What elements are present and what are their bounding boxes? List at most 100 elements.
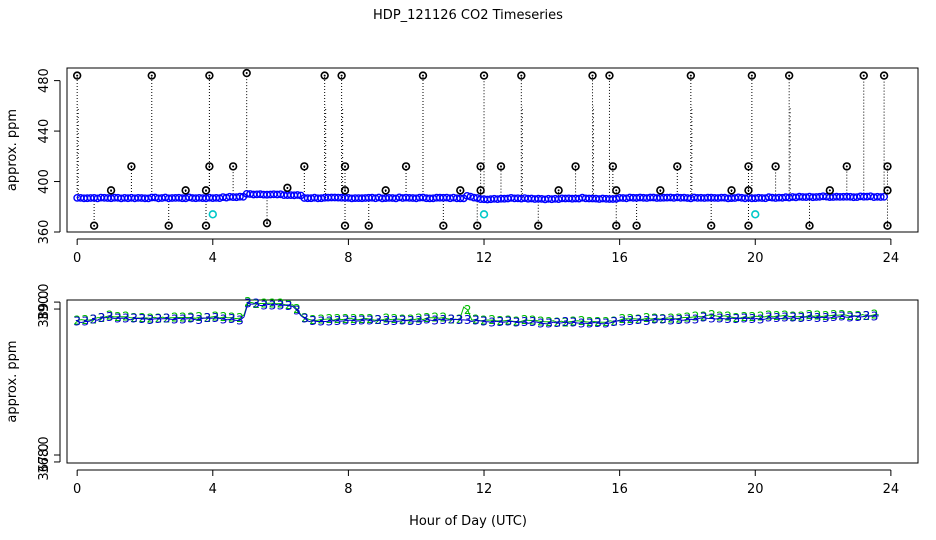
series-2-marker: 2 — [472, 312, 480, 326]
series-2-marker: 2 — [122, 310, 130, 324]
series-3-marker: 3 — [651, 313, 659, 327]
outlier-point-center — [340, 74, 343, 77]
outlier-point — [554, 186, 563, 195]
series-2-marker: 2 — [334, 312, 342, 326]
outlier-point — [164, 221, 173, 230]
outlier-point-center — [828, 189, 831, 192]
series-2-marker: 2 — [806, 308, 814, 322]
series-3-marker: 3 — [635, 313, 643, 327]
outlier-point — [364, 221, 373, 230]
series-3-marker: 3 — [537, 316, 545, 330]
outlier-point — [784, 71, 794, 80]
series-3-marker: 3 — [700, 311, 708, 325]
outlier-point-center — [205, 189, 208, 192]
outlier-point — [340, 162, 350, 171]
series-3-marker: 3 — [334, 314, 342, 328]
series-2-marker: 2 — [684, 311, 692, 325]
series-2-marker: 2 — [236, 311, 244, 325]
bottom-x-tick-label: 16 — [611, 482, 628, 497]
series-3-marker: 3 — [505, 315, 513, 329]
chart-title: HDP_121126 CO2 Timeseries — [373, 8, 563, 23]
series-2-marker: 2 — [407, 312, 415, 326]
series-2-marker: 2 — [635, 312, 643, 326]
series-3-marker: 3 — [269, 298, 277, 312]
outlier-point — [883, 162, 892, 171]
outlier-point-center — [205, 224, 208, 227]
outlier-point-center — [344, 165, 347, 168]
bottom-x-tick-label: 8 — [344, 482, 352, 497]
series-3-marker: 3 — [675, 313, 683, 327]
series-2-marker: 2 — [114, 310, 122, 324]
series-2-marker: 2 — [700, 310, 708, 324]
outlier-point-center — [479, 165, 482, 168]
outlier-point-center — [615, 224, 618, 227]
series-3-marker: 3 — [822, 311, 830, 325]
series-3-marker: 3 — [863, 309, 871, 323]
baseline-point — [235, 192, 244, 201]
series-3-marker: 3 — [81, 315, 89, 329]
baseline-point — [456, 194, 465, 203]
top-x-tick-label: 0 — [73, 251, 81, 266]
series-2-marker: 2 — [749, 310, 757, 324]
series-2-marker: 2 — [326, 312, 334, 326]
series-3-marker: 3 — [130, 312, 138, 326]
outlier-point-center — [808, 224, 811, 227]
series-3-marker: 3 — [277, 298, 285, 312]
outlier-point — [571, 162, 580, 171]
outlier-point — [706, 221, 716, 230]
outlier-point — [632, 221, 641, 230]
outlier-point-center — [384, 189, 387, 192]
outlier-point-center — [167, 224, 170, 227]
series-2-marker: 2 — [578, 314, 586, 328]
series-3-marker: 3 — [326, 314, 334, 328]
series-3-marker: 3 — [383, 314, 391, 328]
series-3-marker: 3 — [358, 314, 366, 328]
series-3-marker: 3 — [155, 312, 163, 326]
series-2-marker: 2 — [301, 311, 309, 325]
outlier-point-center — [344, 189, 347, 192]
series-2-marker: 2 — [741, 310, 749, 324]
series-3-marker: 3 — [448, 313, 456, 327]
outlier-point — [127, 162, 136, 171]
series-2-marker: 2 — [586, 315, 594, 329]
series-3-marker: 3 — [122, 311, 130, 325]
outlier-point-center — [886, 165, 889, 168]
series-3-marker: 3 — [350, 314, 358, 328]
series-2-marker: 2 — [383, 312, 391, 326]
series-3-marker: 3 — [838, 309, 846, 323]
series-3-marker: 3 — [594, 316, 602, 330]
series-2-marker: 2 — [212, 309, 220, 323]
outlier-point-center — [286, 186, 289, 189]
series-2-marker: 2 — [423, 311, 431, 325]
series-3-marker: 3 — [163, 312, 171, 326]
series-2-marker: 2 — [415, 311, 423, 325]
bottom-x-tick-label: 0 — [73, 482, 81, 497]
series-3-marker: 3 — [285, 299, 293, 313]
outlier-point — [686, 71, 696, 80]
outlier-point-center — [367, 224, 370, 227]
series-3-marker: 3 — [472, 314, 480, 328]
series-2-marker: 2 — [529, 314, 537, 328]
outlier-point-center — [659, 189, 662, 192]
series-3-marker: 3 — [220, 312, 228, 326]
series-3-marker: 3 — [407, 314, 415, 328]
series-3-marker: 3 — [244, 296, 252, 310]
outlier-point — [476, 186, 485, 195]
outlier-point-center — [208, 74, 211, 77]
outlier-point — [479, 71, 489, 80]
series-2-marker: 2 — [73, 314, 81, 328]
series-3-marker: 3 — [73, 315, 81, 329]
series-2-marker: 2 — [106, 309, 114, 323]
series-3-marker: 3 — [871, 309, 879, 323]
outlier-point-center — [676, 165, 679, 168]
series-3-marker: 3 — [684, 312, 692, 326]
series-2-marker: 2 — [496, 314, 504, 328]
series-3-marker: 3 — [98, 311, 106, 325]
series-2-marker: 2 — [293, 302, 301, 316]
series-3-marker: 3 — [480, 315, 488, 329]
outlier-point — [320, 71, 329, 80]
outlier-point-center — [520, 74, 523, 77]
series-2-marker: 2 — [708, 308, 716, 322]
outlier-point-center — [747, 165, 750, 168]
